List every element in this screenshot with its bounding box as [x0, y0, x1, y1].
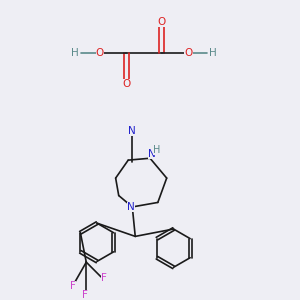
Text: F: F [101, 273, 107, 284]
Text: O: O [122, 79, 130, 89]
Text: O: O [158, 17, 166, 27]
Text: H: H [71, 48, 79, 58]
Text: N: N [148, 149, 155, 159]
Text: O: O [184, 48, 192, 58]
Text: H: H [209, 48, 217, 58]
Text: F: F [70, 281, 76, 291]
Text: N: N [127, 202, 135, 212]
Text: O: O [96, 48, 104, 58]
Text: H: H [153, 145, 160, 155]
Text: N: N [128, 126, 136, 136]
Text: F: F [82, 290, 88, 300]
